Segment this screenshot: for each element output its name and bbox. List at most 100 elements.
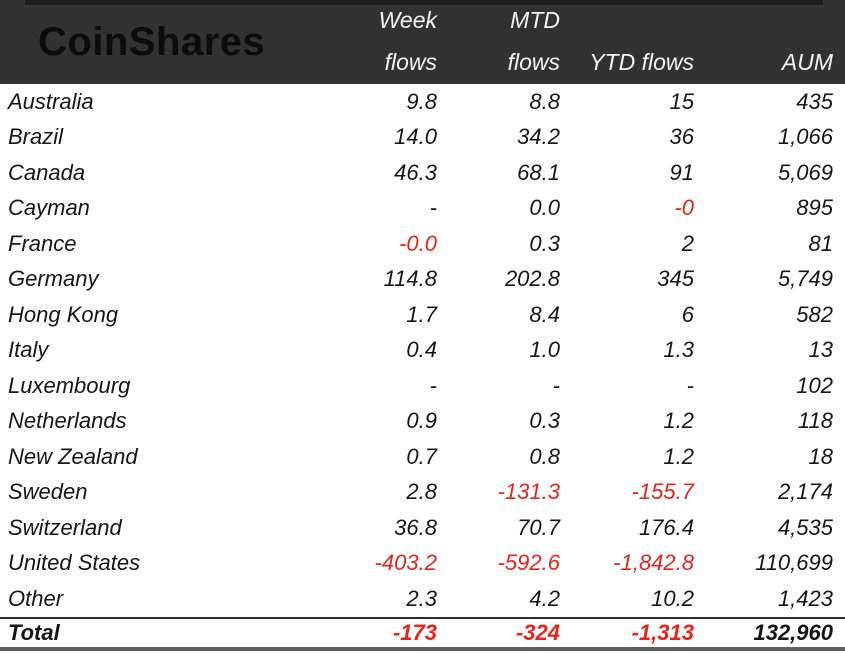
ytd-flows-cell: 91 [669,159,694,185]
column-header-ytd-line2: YTD flows [589,48,694,75]
country-cell: Australia [8,88,94,114]
mtd-flows-cell: 0.3 [529,230,560,256]
column-header-aum-line2: AUM [781,48,833,75]
aum-cell: 18 [808,443,833,469]
total-label: Total [8,619,60,645]
week-flows-cell: -0.0 [399,230,437,256]
logo-cell: CoinShares [0,0,330,84]
country-cell: Other [8,585,64,611]
ytd-flows-cell: 15 [669,88,694,114]
ytd-flows-cell: 1.3 [663,337,694,363]
table-header: CoinShares Week flows MTD flows YTD flow… [0,0,845,84]
table-row-france: France -0.0 0.3 2 81 [0,226,845,262]
week-flows-cell: 0.4 [406,337,437,363]
total-week-flows-cell: -173 [392,619,437,645]
column-header-mtd-flows: MTD flows [440,0,563,84]
week-flows-cell: 2.3 [406,585,437,611]
table-row-luxembourg: Luxembourg - - - 102 [0,368,845,404]
table-row-united-states: United States -403.2 -592.6 -1,842.8 110… [0,546,845,582]
week-flows-cell: 1.7 [406,301,437,327]
ytd-flows-cell: -155.7 [631,479,694,505]
ytd-flows-cell: - [686,372,694,398]
ytd-flows-cell: 10.2 [651,585,694,611]
week-flows-cell: 46.3 [394,159,437,185]
aum-cell: 110,699 [755,550,833,576]
ytd-flows-cell: 6 [681,301,694,327]
column-header-week-line1: Week [378,7,437,33]
table-body: Australia 9.8 8.8 15 435 Brazil 14.0 34.… [0,84,845,617]
country-cell: Sweden [8,479,88,505]
ytd-flows-cell: 36 [669,124,694,150]
country-cell: New Zealand [8,443,138,469]
mtd-flows-cell: 70.7 [517,514,560,540]
ytd-flows-cell: 1.2 [663,443,694,469]
country-cell: Canada [8,159,86,185]
ytd-flows-cell: 1.2 [663,408,694,434]
column-header-ytd-flows: YTD flows [563,0,697,84]
mtd-flows-cell: 4.2 [529,585,560,611]
aum-cell: 118 [797,408,833,434]
country-cell: Luxembourg [8,372,131,398]
column-header-week-line2: flows [384,48,437,75]
mtd-flows-cell: 8.4 [529,301,560,327]
week-flows-cell: -403.2 [374,550,437,576]
aum-cell: 1,423 [777,585,833,611]
ytd-flows-cell: -1,842.8 [613,550,694,576]
column-header-week-flows: Week flows [330,0,440,84]
week-flows-cell: - [429,372,437,398]
table-row-netherlands: Netherlands 0.9 0.3 1.2 118 [0,404,845,440]
week-flows-cell: 114.8 [383,266,437,292]
ytd-flows-cell: 176.4 [638,514,694,540]
aum-cell: 1,066 [777,124,833,150]
table-row-australia: Australia 9.8 8.8 15 435 [0,84,845,120]
ytd-flows-cell: 2 [681,230,694,256]
mtd-flows-cell: 8.8 [529,88,560,114]
table-row-new-zealand: New Zealand 0.7 0.8 1.2 18 [0,439,845,475]
aum-cell: 895 [796,195,833,221]
mtd-flows-cell: 34.2 [517,124,560,150]
table-row-switzerland: Switzerland 36.8 70.7 176.4 4,535 [0,510,845,546]
week-flows-cell: 36.8 [394,514,437,540]
header-top-strip [25,0,823,5]
mtd-flows-cell: 0.8 [529,443,560,469]
aum-cell: 81 [808,230,833,256]
aum-cell: 4,535 [777,514,833,540]
table-row-germany: Germany 114.8 202.8 345 5,749 [0,262,845,298]
aum-cell: 5,749 [777,266,833,292]
mtd-flows-cell: 68.1 [517,159,560,185]
mtd-flows-cell: -592.6 [497,550,560,576]
table-row-brazil: Brazil 14.0 34.2 36 1,066 [0,120,845,156]
coinshares-logo: CoinShares [38,19,266,64]
country-cell: Hong Kong [8,301,119,327]
country-cell: Brazil [8,124,64,150]
mtd-flows-cell: 0.3 [529,408,560,434]
country-cell: France [8,230,77,256]
mtd-flows-cell: - [552,372,560,398]
table-row-canada: Canada 46.3 68.1 91 5,069 [0,155,845,191]
country-cell: Germany [8,266,99,292]
week-flows-cell: 14.0 [394,124,437,150]
week-flows-cell: 0.7 [406,443,437,469]
country-cell: Italy [8,337,49,363]
total-ytd-flows-cell: -1,313 [631,619,694,645]
country-cell: United States [8,550,141,576]
mtd-flows-cell: -131.3 [497,479,560,505]
week-flows-cell: 9.8 [406,88,437,114]
country-cell: Cayman [8,195,90,221]
ytd-flows-cell: -0 [674,195,694,221]
aum-cell: 582 [796,301,833,327]
week-flows-cell: - [429,195,437,221]
table-row-italy: Italy 0.4 1.0 1.3 13 [0,333,845,369]
mtd-flows-cell: 0.0 [529,195,560,221]
aum-cell: 5,069 [777,159,833,185]
aum-cell: 2,174 [777,479,833,505]
total-aum-cell: 132,960 [753,619,833,645]
table-total-row: Total -173 -324 -1,313 132,960 [0,616,845,647]
total-mtd-flows-cell: -324 [515,619,560,645]
country-cell: Netherlands [8,408,127,434]
country-cell: Switzerland [8,514,122,540]
column-header-aum: AUM [697,0,845,84]
table-row-cayman: Cayman - 0.0 -0 895 [0,191,845,227]
bottom-border-bar [0,646,845,651]
